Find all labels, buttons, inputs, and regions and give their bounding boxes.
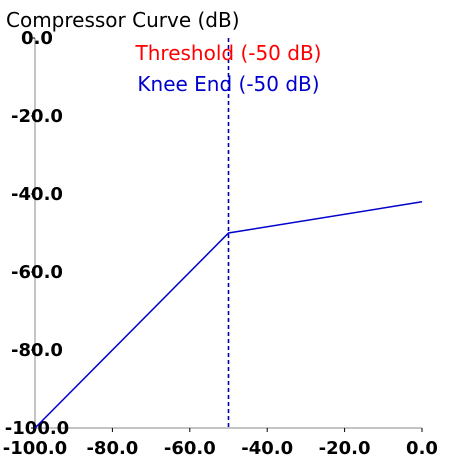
x-tick-label: -60.0 bbox=[164, 438, 216, 459]
compressor-curve-line bbox=[34, 201, 423, 429]
threshold-label: Threshold (-50 dB) bbox=[135, 41, 322, 65]
y-tick-label: -20.0 bbox=[11, 106, 63, 127]
x-tick-label: 0.0 bbox=[406, 438, 438, 459]
axes: 0.0 -20.0 -40.0 -60.0 -80.0 -100.0-100.0 -80.0… bbox=[3, 28, 438, 459]
x-tick-label: -20.0 bbox=[319, 438, 371, 459]
y-tick-label: -40.0 bbox=[11, 184, 63, 205]
y-tick-label: -80.0 bbox=[11, 340, 63, 361]
y-tick-label: -60.0 bbox=[11, 262, 63, 283]
chart-title: Compressor Curve (dB) bbox=[6, 8, 240, 32]
x-tick-label: -80.0 bbox=[86, 438, 138, 459]
x-tick-label: -40.0 bbox=[241, 438, 293, 459]
plot-marks bbox=[34, 38, 423, 429]
y-tick-label: -100.0 bbox=[5, 418, 69, 439]
knee-end-label: Knee End (-50 dB) bbox=[137, 72, 319, 96]
y-tick-label: 0.0 bbox=[21, 28, 53, 49]
x-tick-label: -100.0 bbox=[3, 438, 67, 459]
annotations: Threshold (-50 dB) Knee End (-50 dB) bbox=[135, 41, 322, 96]
